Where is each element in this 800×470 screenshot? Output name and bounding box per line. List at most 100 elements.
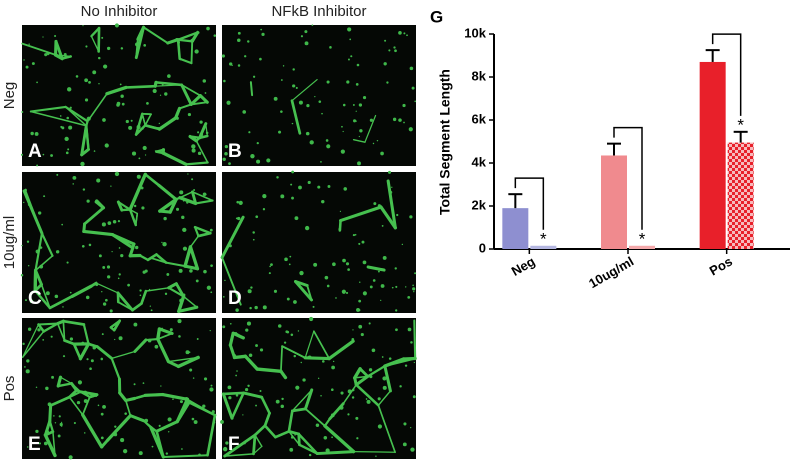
cell-dot [347, 27, 352, 32]
cell-dot [158, 122, 161, 125]
panel-letter: A [28, 141, 42, 162]
cell-dot [358, 135, 360, 138]
tube [161, 392, 190, 401]
cell-dot [42, 339, 45, 341]
cell-dot [195, 279, 199, 283]
cell-dot [44, 53, 48, 57]
y-tick-label: 10k [464, 25, 486, 40]
cell-dot [388, 357, 392, 360]
cell-dot [355, 110, 357, 112]
tube [37, 323, 45, 333]
cell-dot [224, 279, 226, 282]
tube [377, 404, 396, 454]
cell-dot [252, 231, 255, 234]
cell-dot [395, 328, 398, 332]
tube [190, 190, 198, 205]
tube [188, 135, 201, 140]
tube [81, 396, 91, 416]
cell-dot [225, 441, 229, 445]
cell-dot [196, 338, 199, 340]
cell-dot [306, 104, 310, 108]
cell-dot [27, 264, 30, 267]
cell-dot [192, 377, 195, 379]
cell-dot [154, 344, 159, 349]
cell-dot [122, 449, 128, 454]
tube [118, 391, 128, 403]
cell-dot [289, 255, 292, 258]
cell-dot [120, 94, 124, 98]
cell-dot [291, 196, 294, 200]
significance-mark: * [737, 115, 744, 134]
tube [157, 116, 178, 131]
micrograph-bg [222, 172, 416, 313]
cell-dot [321, 199, 325, 204]
cell-dot [229, 322, 232, 325]
cell-dot [35, 429, 39, 433]
cell-dot [268, 272, 271, 275]
cell-dot [26, 240, 30, 243]
tube [353, 450, 396, 453]
cell-dot [45, 386, 49, 391]
tube [190, 40, 194, 65]
cell-dot [36, 164, 39, 167]
cell-dot [326, 80, 330, 84]
y-tick-label: 0 [479, 240, 486, 255]
cell-dot [408, 127, 413, 132]
cell-dot [407, 296, 411, 299]
cell-dot [282, 65, 285, 67]
tube [68, 390, 82, 399]
cell-dot [372, 142, 375, 145]
cell-dot [262, 305, 267, 310]
cell-dot [210, 384, 213, 387]
cell-dot [410, 426, 412, 429]
tube [34, 269, 43, 286]
cell-dot [21, 244, 23, 247]
cell-dot [138, 157, 141, 160]
bar [530, 245, 557, 249]
cell-dot [103, 64, 108, 69]
cell-dot [111, 251, 113, 253]
cell-dot [133, 383, 136, 386]
cell-dot [187, 173, 189, 175]
cell-dot [58, 415, 61, 418]
cell-dot [100, 436, 104, 440]
cell-dot [209, 228, 213, 232]
cell-dot [352, 233, 356, 237]
cell-dot [82, 188, 86, 191]
cell-dot [191, 178, 194, 181]
cell-dot [285, 330, 289, 334]
panel-letter: C [28, 288, 42, 309]
tube [354, 383, 380, 407]
tube [90, 27, 101, 38]
cell-dot [342, 103, 346, 107]
cell-dot [332, 360, 335, 363]
cell-dot [59, 115, 62, 117]
cell-dot [110, 185, 112, 187]
cell-dot [229, 62, 233, 66]
panel-letter: B [228, 141, 242, 162]
cell-dot [202, 404, 206, 408]
cell-dot [167, 431, 170, 433]
cell-dot [72, 175, 77, 180]
tube [176, 38, 181, 61]
tube [72, 342, 82, 361]
cell-dot [204, 92, 207, 94]
column-title: No Inhibitor [81, 3, 158, 20]
cell-dot [388, 49, 391, 52]
cell-dot [127, 283, 130, 287]
tube [56, 322, 66, 342]
tube [176, 31, 199, 41]
tube [281, 345, 307, 359]
cell-dot [403, 32, 406, 35]
cell-dot [323, 436, 328, 440]
cell-dot [341, 125, 343, 128]
cell-dot [141, 206, 145, 210]
cell-dot [394, 49, 397, 53]
tube [249, 81, 254, 97]
tube [254, 434, 263, 448]
cell-dot [120, 254, 124, 258]
cell-dot [209, 387, 214, 392]
cell-dot [28, 43, 30, 45]
tube [252, 433, 257, 456]
cell-dot [101, 222, 106, 227]
